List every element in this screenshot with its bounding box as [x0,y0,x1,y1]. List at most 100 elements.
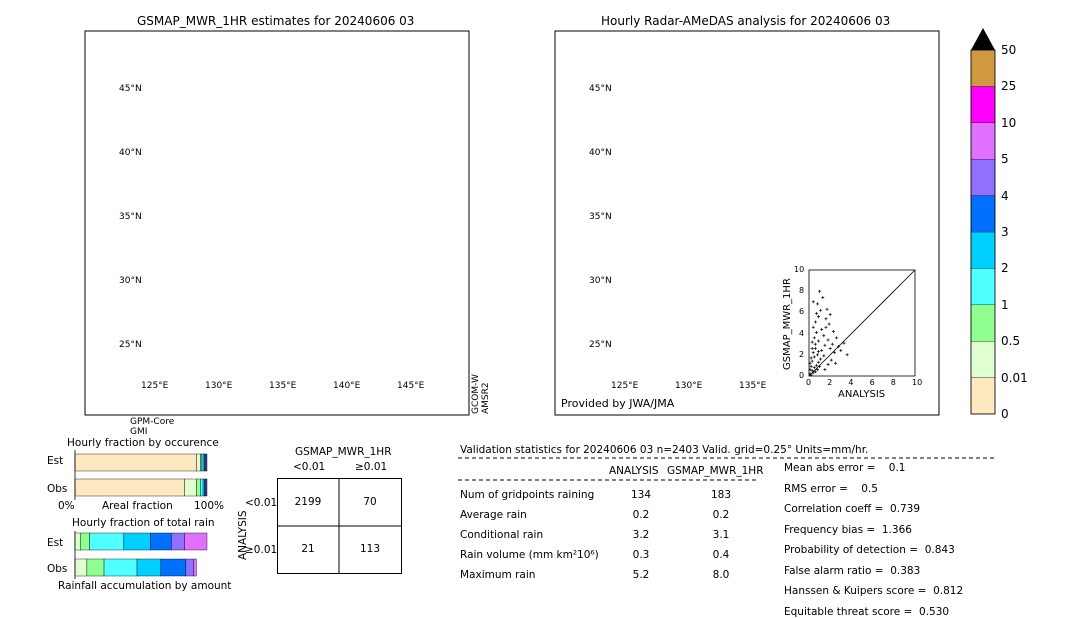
scatter-point [820,349,824,353]
colorbar-tick-label: 25 [1001,79,1017,94]
scatter-point [810,359,814,363]
scatter-point [811,325,815,329]
contingency-cell: 70 [363,496,377,508]
left-lon-label: 135°E [269,381,297,391]
validation-row-label: Num of gridpoints raining [460,489,595,501]
colorbar-frame [970,49,996,415]
scatter-point [814,331,818,335]
stacked-bar-segment [136,558,162,577]
stacked-bar-segment [89,532,125,551]
scatter-point [810,346,814,350]
scatter-point [834,361,837,365]
total-rain-est-label: Est [47,537,64,549]
occurrence-obs-label: Obs [47,483,68,495]
occurrence-x-min: 0% [58,500,75,512]
scatter-point [817,315,821,319]
validation-row-gsmap: 8.0 [712,569,730,581]
colorbar-segment [970,304,996,342]
right-lat-label: 25°N [589,340,612,350]
scatter-point [839,349,843,353]
left-lon-label: 145°E [397,381,425,391]
validation-row-analysis: 3.2 [632,529,650,541]
contingency-row-header: ≥0.01 [245,544,278,556]
scatter-point [837,344,841,348]
validation-row-gsmap: 0.4 [712,549,730,561]
validation-score: Mean abs error = 0.1 [784,462,906,474]
left-lon-label: 140°E [333,381,361,391]
scatter-point [815,368,819,372]
colorbar [970,28,996,415]
colorbar-tick-label: 0.5 [1001,334,1021,349]
left-lon-label: 125°E [141,381,169,391]
contingency-cell: 21 [301,543,315,555]
validation-score: Hanssen & Kuipers score = 0.812 [784,585,964,597]
colorbar-segment [970,341,996,378]
validation-col-analysis: ANALYSIS [609,465,659,477]
occurrence-x-max: 100% [194,500,225,512]
scatter-xlabel: ANALYSIS [838,389,886,400]
right-lat-label: 40°N [589,148,612,158]
scatter-point [823,343,827,347]
left-lat-label: 30°N [119,276,142,286]
contingency-row-header: <0.01 [245,497,278,509]
right-lat-label: 45°N [589,84,612,94]
scatter-point [815,302,819,306]
colorbar-segment [970,231,996,269]
scatter-point [828,313,832,317]
stacked-bar-segment [74,532,81,551]
contingency-col-header: ≥0.01 [355,461,388,473]
validation-row-analysis: 0.2 [632,509,650,521]
total-rain-bars [74,531,208,579]
scatter-point [817,339,821,343]
scatter-point [818,289,822,293]
scatter-point [814,311,818,315]
scatter-point [819,357,823,361]
stacked-bar-segment [184,532,208,551]
right-lon-label: 135°E [739,381,767,391]
contingency-col-header: <0.01 [293,461,326,473]
colorbar-segment [970,49,996,87]
scatter-point [817,350,821,354]
scatter-point [811,351,815,355]
scatter-point [813,342,817,346]
stacked-bar-segment [200,478,204,497]
contingency-grid [277,478,402,574]
scatter-x-tick: 6 [869,378,875,387]
validation-row-label: Conditional rain [460,529,544,541]
contingency-cell: 113 [359,543,381,555]
contingency-title: GSMAP_MWR_1HR [295,446,392,458]
validation-row-analysis: 0.3 [632,549,650,561]
validation-row-analysis: 5.2 [632,569,650,581]
validation-row-gsmap: 3.1 [712,529,730,541]
stacked-bar-segment [74,558,88,577]
scatter-point [813,346,817,350]
validation-row-analysis: 134 [630,489,652,501]
stacked-bar-segment [206,478,208,497]
validation-header: Validation statistics for 20240606 03 n=… [460,444,869,456]
scatter-point [810,340,814,344]
validation-score: Correlation coeff = 0.739 [784,503,920,515]
scatter-point [832,351,836,355]
validation-col-gsmap: GSMAP_MWR_1HR [667,465,764,477]
colorbar-segment [970,268,996,305]
scatter-point [820,327,824,331]
stacked-bar-segment [193,558,197,577]
colorbar-segment [970,86,996,123]
scatter-x-tick: 2 [827,378,833,387]
scatter-point [824,317,828,321]
colorbar-tick-label: 0.01 [1001,370,1028,385]
validation-col-divider [458,479,756,481]
scatter-point [828,346,832,350]
scatter-y-tick: 8 [799,286,805,296]
colorbar-segment [970,122,996,160]
right-lat-label: 30°N [589,276,612,286]
scatter-point [826,362,830,366]
validation-row-gsmap: 0.2 [712,509,730,521]
left-map [84,30,470,416]
stacked-bar-segment [196,478,201,497]
scatter-point [813,320,817,324]
colorbar-segment [970,195,996,233]
validation-score: RMS error = 0.5 [784,482,878,495]
total-rain-title: Hourly fraction of total rain [72,517,215,529]
scatter-point [827,322,831,326]
